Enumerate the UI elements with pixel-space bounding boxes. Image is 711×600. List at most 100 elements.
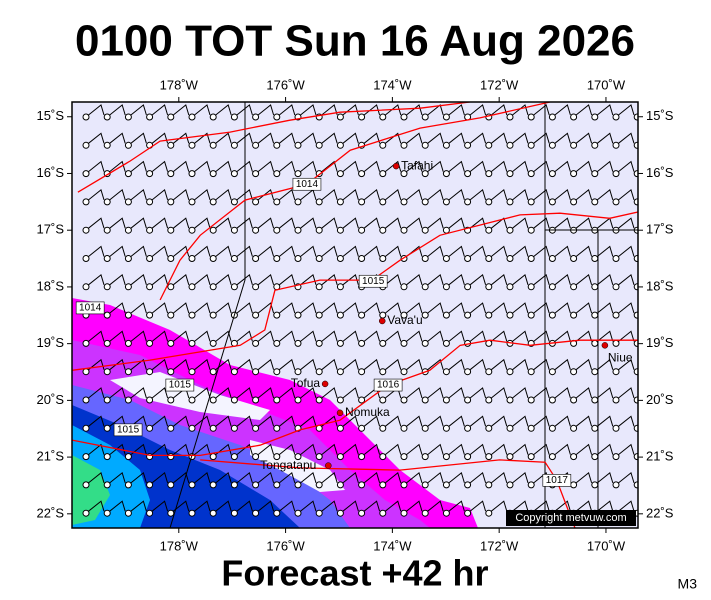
lat-tick-label: 17˚S (37, 222, 65, 237)
barb-station (612, 113, 620, 121)
barb (300, 302, 317, 314)
barb-station (167, 396, 175, 404)
barb-station (252, 255, 260, 262)
barb (278, 443, 296, 455)
barb-station (358, 311, 366, 319)
barb (151, 104, 169, 116)
barb (236, 387, 253, 399)
barb-station (506, 113, 514, 121)
barb (278, 302, 296, 314)
barb-station (442, 255, 450, 262)
barb-station (358, 396, 366, 404)
barb-station (485, 368, 493, 376)
barb-station (146, 170, 154, 178)
barb (172, 273, 190, 286)
barb-station (209, 170, 217, 178)
barb (384, 217, 402, 229)
barb-station (103, 113, 111, 121)
barb (512, 387, 529, 399)
barb-station (209, 424, 217, 432)
barb (88, 273, 105, 286)
barb (406, 217, 423, 229)
barb (618, 443, 635, 455)
barb (533, 245, 550, 257)
barb-station (379, 198, 387, 206)
barb (512, 330, 529, 342)
barb (512, 500, 529, 512)
barb (342, 273, 359, 286)
place-name: Nomuka (345, 405, 390, 419)
barb-station (103, 424, 111, 432)
barb (300, 330, 317, 342)
barb-station (167, 339, 175, 347)
barb (88, 217, 105, 229)
barb-station (421, 453, 429, 461)
lon-tick-label: 170˚W (587, 77, 626, 92)
barb (109, 500, 126, 512)
place-dot (378, 317, 386, 325)
barb (257, 387, 275, 399)
barb-station (252, 368, 260, 376)
barb-station (591, 311, 599, 319)
barb (469, 500, 487, 512)
isobar-label: 1015 (117, 425, 140, 436)
barb (363, 189, 381, 201)
barb (257, 217, 275, 229)
barb-station (527, 113, 535, 121)
barb (427, 330, 444, 342)
barb (236, 472, 253, 484)
barb (109, 443, 126, 455)
barb (172, 160, 190, 172)
lat-tick-label: 22˚S (646, 505, 674, 520)
barb (342, 160, 359, 172)
barb (533, 500, 550, 512)
barb (448, 387, 465, 399)
barb-station (379, 113, 387, 121)
barb-station (315, 255, 323, 262)
barb-station (188, 226, 196, 234)
barb-station (82, 509, 90, 517)
barb-station (506, 311, 514, 319)
barb (278, 472, 296, 484)
barb-station (421, 198, 429, 206)
barb-station (82, 396, 90, 404)
barb-station (442, 113, 450, 121)
barb-station (124, 481, 132, 489)
barb (469, 189, 487, 201)
barb-station (294, 509, 302, 517)
lat-tick-label: 18˚S (646, 278, 674, 293)
barb (130, 217, 147, 229)
barb-station (103, 198, 111, 206)
barb-station (315, 453, 323, 461)
barb (448, 358, 465, 371)
barb (172, 104, 190, 116)
barb (278, 189, 296, 201)
barb (618, 132, 635, 144)
barb (172, 415, 190, 427)
barb-station (633, 141, 638, 149)
barb-station (146, 283, 154, 291)
barb (406, 358, 423, 371)
barb-station (570, 481, 578, 489)
barb (554, 500, 571, 512)
barb-station (146, 368, 154, 376)
barb-station (506, 396, 514, 404)
barb (172, 189, 190, 201)
barb (406, 472, 423, 484)
barb (575, 358, 593, 371)
barb-station (167, 424, 175, 432)
barb (257, 358, 275, 371)
barb (363, 245, 381, 257)
barb (88, 443, 105, 455)
barb (469, 472, 487, 484)
lon-tick-label: 176˚W (266, 77, 305, 92)
barb (554, 415, 571, 427)
barb-station (548, 113, 556, 121)
barb-station (612, 481, 620, 489)
barb-station (400, 141, 408, 149)
barb-station (336, 198, 344, 206)
barb (427, 415, 444, 427)
isobar-label-box (292, 177, 322, 191)
barb (194, 500, 211, 512)
